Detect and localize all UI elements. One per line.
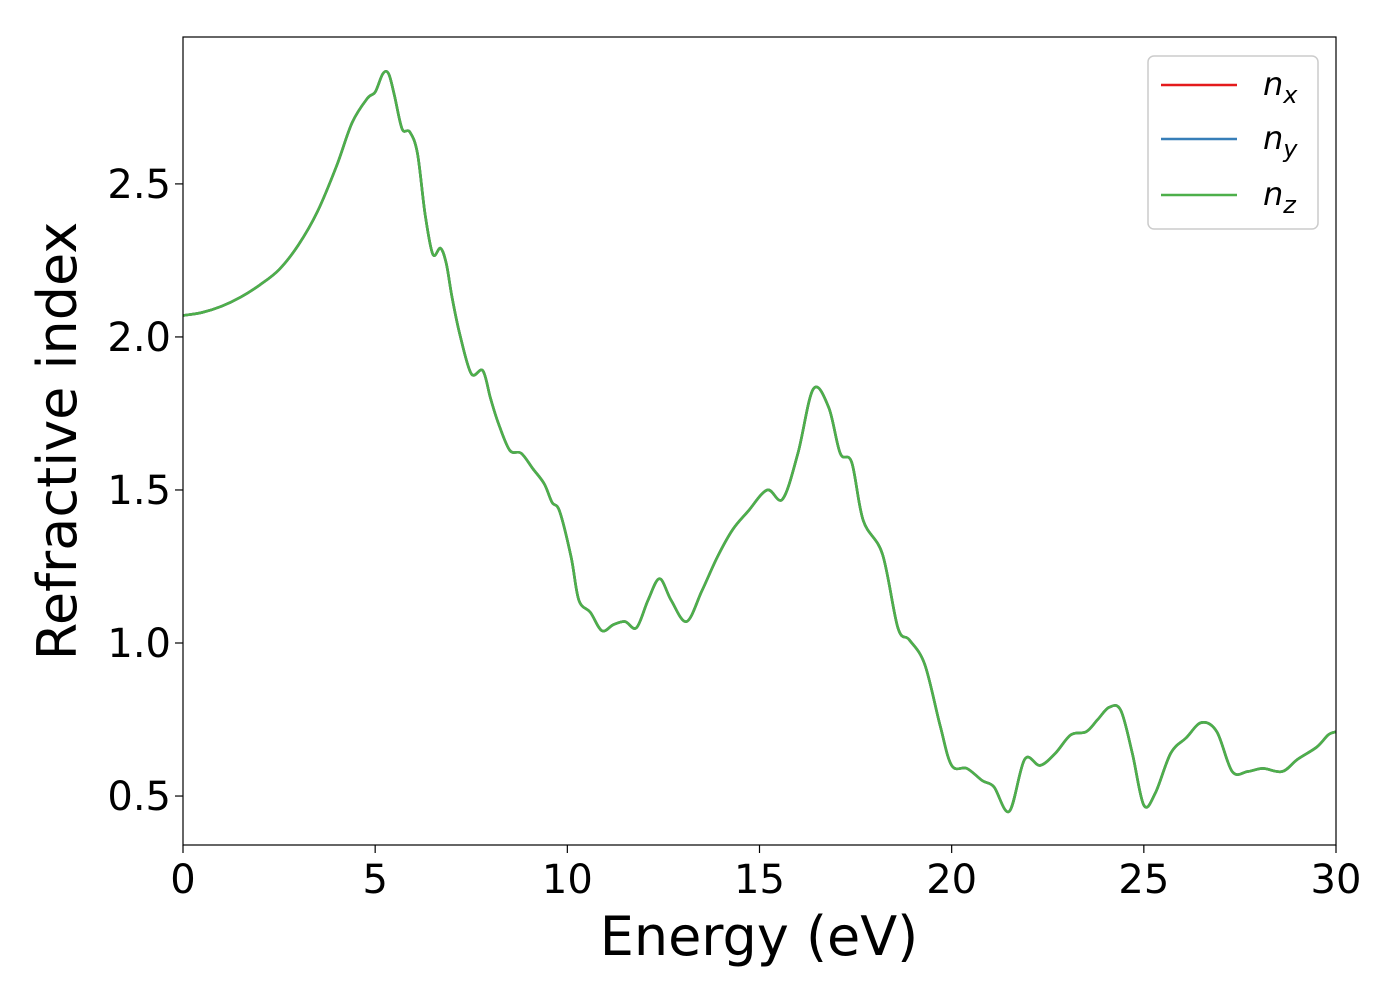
x-tick-label: 20	[926, 857, 977, 903]
y-tick-label: 1.0	[107, 621, 171, 667]
y-tick-label: 0.5	[107, 774, 171, 820]
series-line-n-z	[182, 69, 1337, 814]
series-layer	[182, 69, 1337, 814]
legend-label-n-x: nx	[1263, 65, 1298, 109]
y-tick-label: 2.0	[107, 315, 171, 361]
y-axis-ticks: 0.5 1.0 1.5 2.0 2.5	[107, 162, 183, 820]
x-axis-ticks: 0 5 10 15 20 25 30	[170, 845, 1361, 903]
x-tick-label: 0	[170, 857, 195, 903]
legend-label-n-z: nz	[1263, 175, 1297, 219]
legend-label-n-y: ny	[1263, 119, 1298, 163]
x-axis-label: Energy (eV)	[600, 905, 919, 968]
x-tick-label: 10	[542, 857, 593, 903]
y-tick-label: 2.5	[107, 162, 171, 208]
y-tick-label: 1.5	[107, 468, 171, 514]
legend: nx ny nz	[1147, 55, 1319, 230]
x-tick-label: 30	[1311, 857, 1362, 903]
x-tick-label: 15	[734, 857, 785, 903]
x-tick-label: 25	[1118, 857, 1169, 903]
legend-box	[1147, 55, 1319, 230]
y-axis-label: Refractive index	[26, 222, 89, 661]
x-tick-label: 5	[362, 857, 387, 903]
